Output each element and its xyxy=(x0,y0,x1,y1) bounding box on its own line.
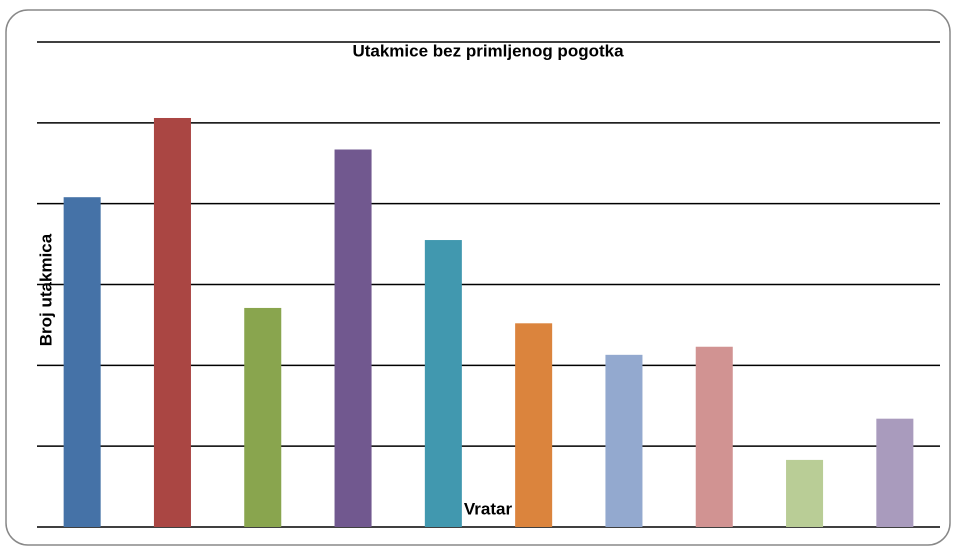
bars xyxy=(63,117,914,527)
bar xyxy=(515,323,553,527)
x-axis-label: Vratar xyxy=(464,499,513,518)
bar xyxy=(786,459,824,527)
bar xyxy=(334,149,372,527)
y-axis-label: Broj utakmica xyxy=(36,233,55,346)
bar xyxy=(605,354,643,527)
bar xyxy=(424,240,462,527)
chart-title: Utakmice bez primljenog pogotka xyxy=(352,41,624,60)
bar xyxy=(695,346,733,527)
bar xyxy=(876,418,914,527)
bar xyxy=(153,117,191,527)
bar xyxy=(244,307,282,527)
bar xyxy=(63,197,101,527)
